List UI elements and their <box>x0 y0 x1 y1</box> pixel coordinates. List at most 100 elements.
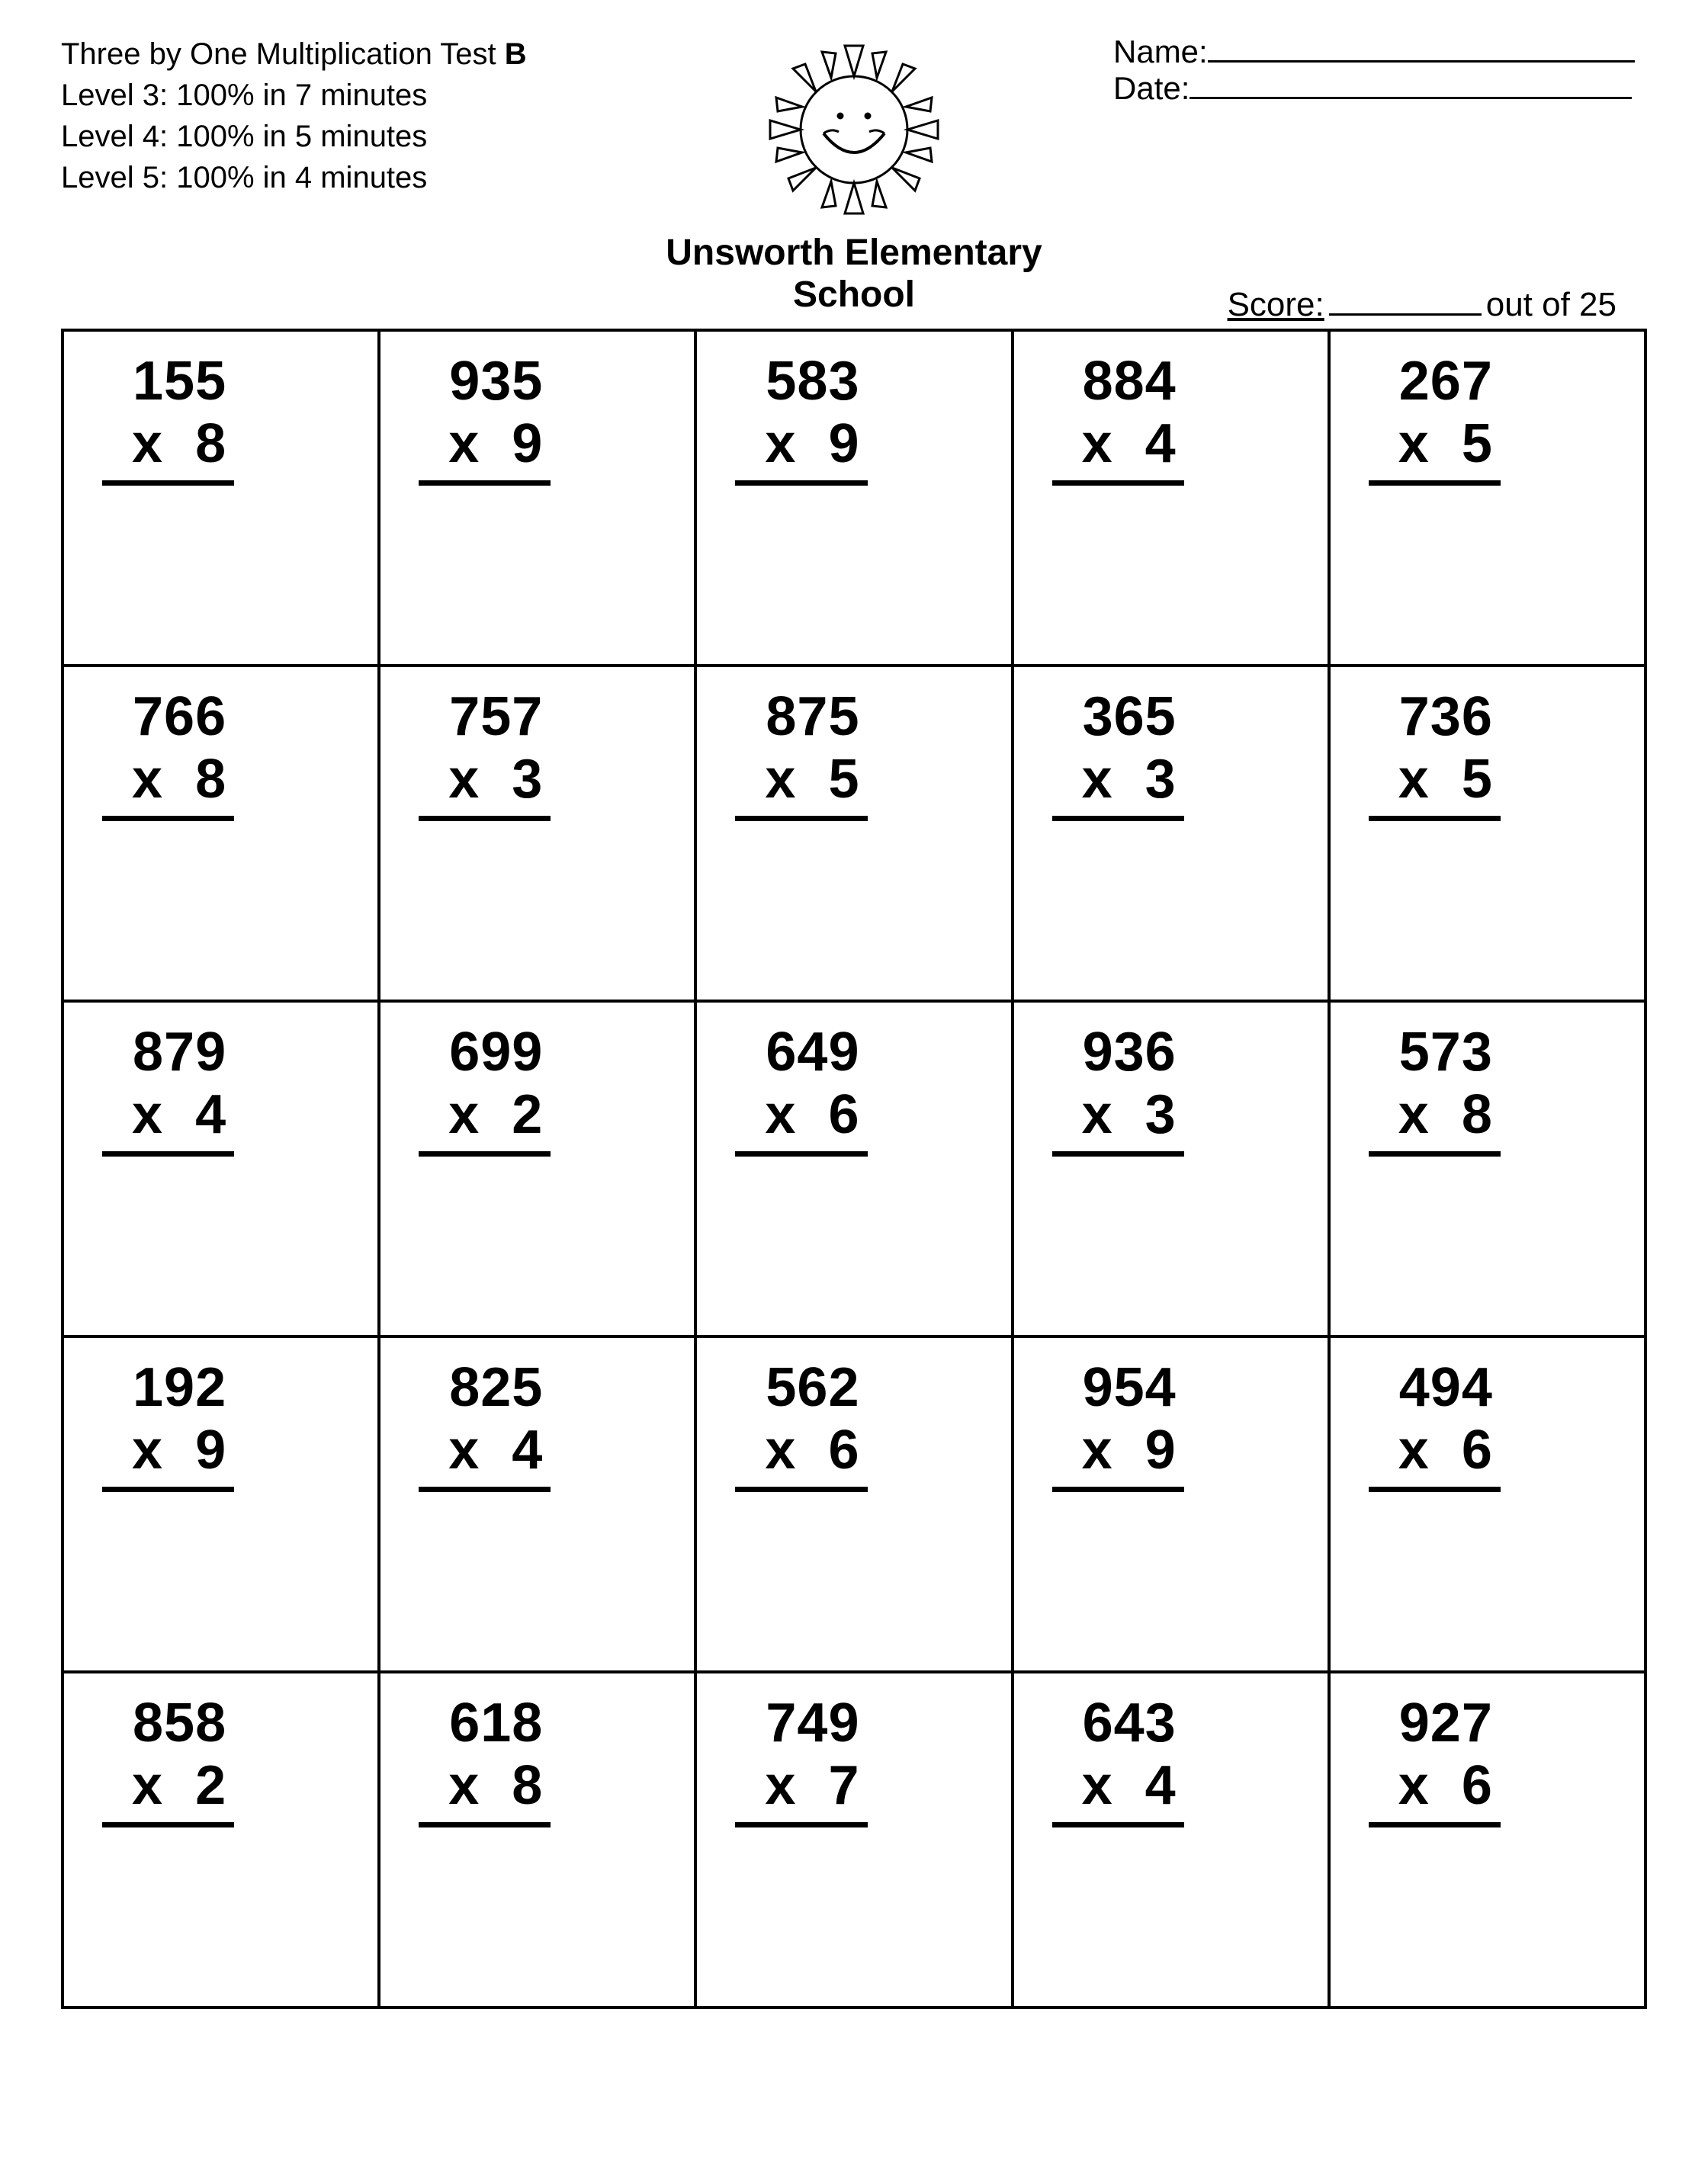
multiplication-problem: 699x 2 <box>419 1021 551 1157</box>
multiplier: x 8 <box>419 1754 551 1827</box>
multiplier: x 9 <box>735 412 867 486</box>
multiplier: x 2 <box>102 1754 234 1827</box>
problem-cell: 155x 8 <box>63 330 379 666</box>
school-line2: School <box>656 274 1052 316</box>
multiplier: x 8 <box>102 412 234 486</box>
multiplication-problem: 267x 5 <box>1369 350 1501 486</box>
multiplication-problem: 825x 4 <box>419 1356 551 1493</box>
problem-cell: 267x 5 <box>1329 330 1645 666</box>
multiplicand: 643 <box>1052 1692 1184 1755</box>
multiplier: x 4 <box>419 1419 551 1492</box>
multiplier: x 6 <box>1369 1419 1501 1492</box>
score-out-of: out of 25 <box>1486 286 1616 324</box>
multiplication-problem: 494x 6 <box>1369 1356 1501 1493</box>
header-left: Three by One Multiplication Test B Level… <box>61 30 527 198</box>
multiplication-problem: 766x 8 <box>102 685 234 822</box>
header-center: Unsworth Elementary School <box>656 30 1052 316</box>
multiplicand: 365 <box>1052 685 1184 749</box>
multiplication-problem: 736x 5 <box>1369 685 1501 822</box>
multiplication-problem: 884x 4 <box>1052 350 1184 486</box>
multiplication-problem: 858x 2 <box>102 1692 234 1828</box>
problem-cell: 562x 6 <box>695 1337 1012 1672</box>
multiplier: x 7 <box>735 1754 867 1827</box>
multiplier: x 6 <box>735 1419 867 1492</box>
multiplicand: 562 <box>735 1356 867 1420</box>
multiplicand: 699 <box>419 1021 551 1084</box>
problem-cell: 573x 8 <box>1329 1001 1645 1337</box>
school-line1: Unsworth Elementary <box>656 232 1052 274</box>
multiplicand: 573 <box>1369 1021 1501 1084</box>
multiplicand: 766 <box>102 685 234 749</box>
sun-icon <box>656 30 1052 229</box>
multiplier: x 2 <box>419 1083 551 1157</box>
multiplication-problem: 583x 9 <box>735 350 867 486</box>
problem-cell: 365x 3 <box>1013 666 1329 1001</box>
multiplier: x 4 <box>1052 412 1184 486</box>
multiplier: x 9 <box>1052 1419 1184 1492</box>
multiplication-problem: 365x 3 <box>1052 685 1184 822</box>
multiplicand: 936 <box>1052 1021 1184 1084</box>
multiplier: x 6 <box>735 1083 867 1157</box>
multiplicand: 267 <box>1369 350 1501 413</box>
multiplicand: 494 <box>1369 1356 1501 1420</box>
multiplication-problem: 562x 6 <box>735 1356 867 1493</box>
multiplier: x 5 <box>1369 748 1501 821</box>
problem-cell: 766x 8 <box>63 666 379 1001</box>
problem-cell: 749x 7 <box>695 1672 1012 2007</box>
problem-cell: 927x 6 <box>1329 1672 1645 2007</box>
multiplier: x 3 <box>1052 748 1184 821</box>
multiplicand: 749 <box>735 1692 867 1755</box>
multiplication-problem: 927x 6 <box>1369 1692 1501 1828</box>
name-blank[interactable] <box>1208 34 1635 63</box>
problem-row: 766x 8757x 3875x 5365x 3736x 5 <box>63 666 1645 1001</box>
problem-cell: 884x 4 <box>1013 330 1329 666</box>
name-label: Name: <box>1113 34 1208 69</box>
multiplier: x 9 <box>419 412 551 486</box>
date-blank[interactable] <box>1190 70 1632 99</box>
problem-cell: 583x 9 <box>695 330 1012 666</box>
title-prefix: Three by One Multiplication Test <box>61 37 505 71</box>
multiplication-problem: 936x 3 <box>1052 1021 1184 1157</box>
problem-cell: 825x 4 <box>379 1337 695 1672</box>
problem-cell: 699x 2 <box>379 1001 695 1337</box>
date-field: Date: <box>1113 70 1647 107</box>
level-line: Level 4: 100% in 5 minutes <box>61 116 527 157</box>
problem-cell: 875x 5 <box>695 666 1012 1001</box>
problem-cell: 936x 3 <box>1013 1001 1329 1337</box>
score-label: Score: <box>1228 286 1324 324</box>
problem-cell: 858x 2 <box>63 1672 379 2007</box>
multiplicand: 618 <box>419 1692 551 1755</box>
problem-cell: 192x 9 <box>63 1337 379 1672</box>
multiplier: x 9 <box>102 1419 234 1492</box>
multiplication-problem: 192x 9 <box>102 1356 234 1493</box>
title-suffix: B <box>505 37 527 71</box>
multiplier: x 8 <box>102 748 234 821</box>
multiplication-problem: 935x 9 <box>419 350 551 486</box>
problem-cell: 935x 9 <box>379 330 695 666</box>
multiplier: x 5 <box>1369 412 1501 486</box>
multiplier: x 8 <box>1369 1083 1501 1157</box>
problem-cell: 494x 6 <box>1329 1337 1645 1672</box>
multiplicand: 192 <box>102 1356 234 1420</box>
multiplication-problem: 749x 7 <box>735 1692 867 1828</box>
multiplicand: 884 <box>1052 350 1184 413</box>
multiplication-problem: 879x 4 <box>102 1021 234 1157</box>
multiplicand: 583 <box>735 350 867 413</box>
worksheet-title: Three by One Multiplication Test B <box>61 34 527 75</box>
multiplicand: 954 <box>1052 1356 1184 1420</box>
problem-grid: 155x 8935x 9583x 9884x 4267x 5766x 8757x… <box>61 329 1647 2009</box>
multiplicand: 825 <box>419 1356 551 1420</box>
multiplicand: 757 <box>419 685 551 749</box>
problem-cell: 643x 4 <box>1013 1672 1329 2007</box>
multiplication-problem: 649x 6 <box>735 1021 867 1157</box>
multiplicand: 927 <box>1369 1692 1501 1755</box>
multiplicand: 155 <box>102 350 234 413</box>
problem-cell: 879x 4 <box>63 1001 379 1337</box>
problem-row: 879x 4 699x 2 649x 6 936x 3 573x 8 <box>63 1001 1645 1337</box>
multiplication-problem: 643x 4 <box>1052 1692 1184 1828</box>
problem-row: 858x 2 618x 8 749x 7 643x 4 927x 6 <box>63 1672 1645 2007</box>
multiplication-problem: 155x 8 <box>102 350 234 486</box>
problem-row: 192x 9825x 4562x 6954x 9494x 6 <box>63 1337 1645 1672</box>
level-line: Level 5: 100% in 4 minutes <box>61 157 527 198</box>
problem-cell: 757x 3 <box>379 666 695 1001</box>
